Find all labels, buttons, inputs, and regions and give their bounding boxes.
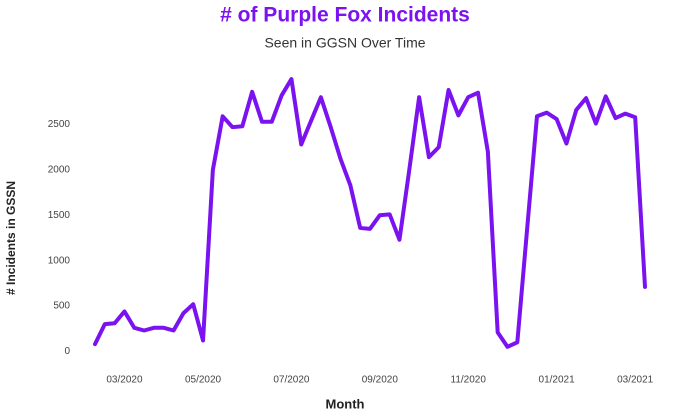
data-line	[93, 77, 647, 349]
y-tick-label: 1000	[48, 255, 71, 266]
x-axis-label: Month	[326, 396, 365, 411]
y-axis-label: # Incidents in GSSN	[4, 181, 18, 295]
chart-subtitle: Seen in GGSN Over Time	[264, 35, 425, 51]
y-tick-label: 1500	[48, 210, 71, 221]
y-tick-label: 500	[53, 301, 70, 312]
chart-title: # of Purple Fox Incidents	[220, 4, 470, 27]
x-tick-label: 03/2021	[617, 375, 654, 386]
y-tick-label: 2500	[48, 119, 71, 130]
x-tick-label: 09/2020	[362, 375, 399, 386]
x-tick-label: 05/2020	[185, 375, 222, 386]
x-tick-label: 07/2020	[273, 375, 310, 386]
y-tick-label: 2000	[48, 164, 71, 175]
y-tick-label: 0	[64, 346, 70, 357]
x-tick-label: 11/2020	[451, 375, 487, 386]
x-tick-label: 01/2021	[539, 375, 576, 386]
x-tick-label: 03/2020	[106, 375, 143, 386]
